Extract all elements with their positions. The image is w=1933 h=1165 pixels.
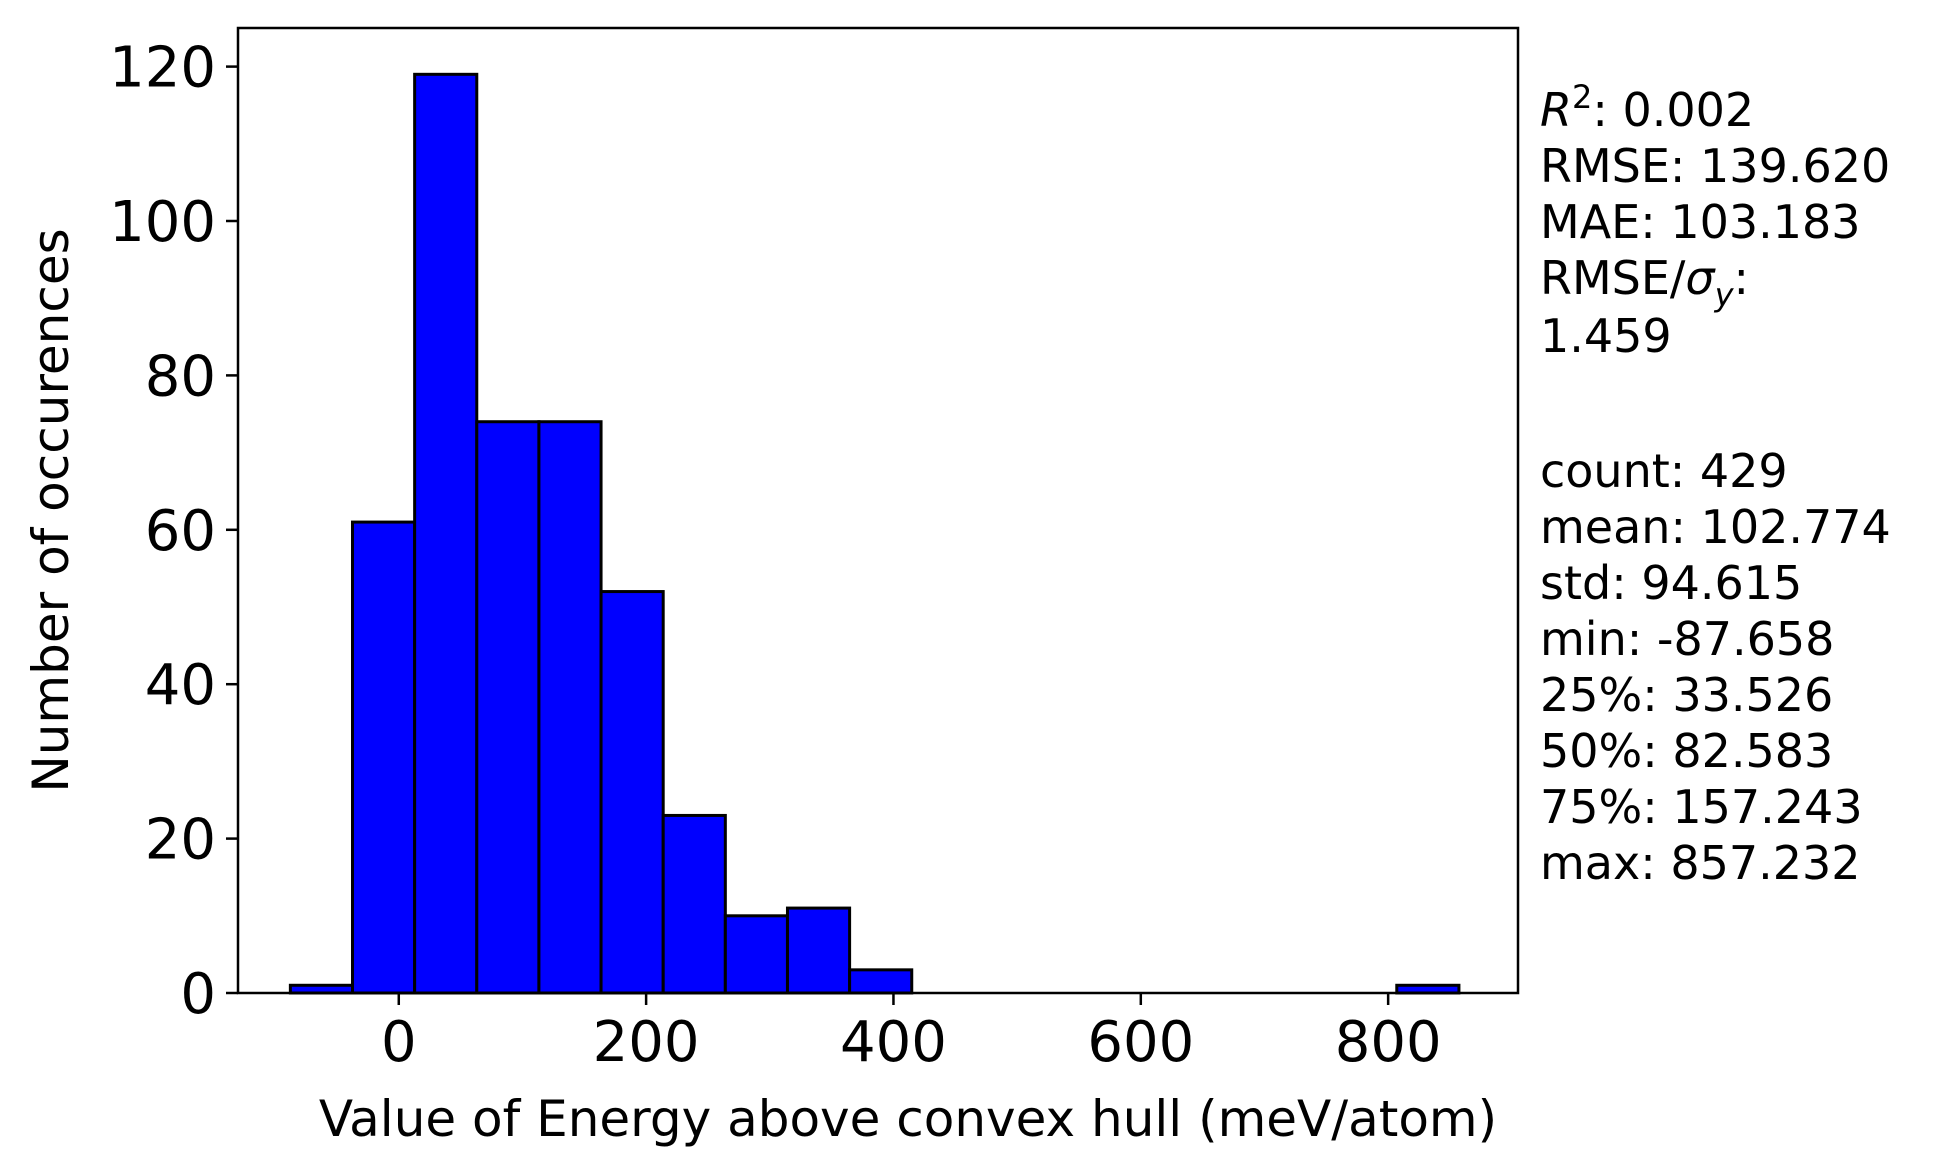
metric-line: R2: 0.002 — [1540, 78, 1754, 137]
x-tick-label: 800 — [1335, 1010, 1442, 1075]
y-tick-label: 60 — [145, 499, 216, 564]
y-tick-label: 80 — [145, 344, 216, 409]
plot-frame — [236, 26, 1520, 995]
stat-line: min: -87.658 — [1540, 612, 1834, 666]
metric-line: RMSE/σy: — [1540, 251, 1749, 314]
histogram-bar-9 — [848, 968, 914, 995]
histogram-bar-8 — [785, 906, 852, 995]
y-tick-label: 120 — [109, 36, 216, 101]
y-axis-label: Number of occurences — [22, 228, 80, 792]
x-tick-label: 600 — [1087, 1010, 1194, 1075]
y-axis-ticks: 0 20 40 60 80 100 120 — [109, 36, 238, 1027]
x-axis-label: Value of Energy above convex hull (meV/a… — [319, 1090, 1497, 1148]
histogram-bars — [288, 72, 1461, 995]
y-tick-label: 0 — [180, 962, 216, 1027]
y-tick-label: 20 — [145, 808, 216, 873]
stat-line: std: 94.615 — [1540, 556, 1802, 610]
histogram-bar-1 — [351, 520, 417, 995]
metric-line: RMSE: 139.620 — [1540, 139, 1890, 193]
stat-line: 25%: 33.526 — [1540, 668, 1833, 722]
x-tick-label: 400 — [840, 1010, 947, 1075]
metric-line: 1.459 — [1540, 309, 1672, 363]
histogram-bar-3 — [475, 420, 541, 995]
stat-line: mean: 102.774 — [1540, 500, 1891, 554]
metric-line: MAE: 103.183 — [1540, 195, 1861, 249]
y-tick-label: 40 — [145, 653, 216, 718]
histogram-bar-7 — [723, 914, 789, 995]
x-tick-label: 0 — [381, 1010, 417, 1075]
histogram-bar-4 — [537, 420, 603, 995]
x-tick-label: 200 — [593, 1010, 700, 1075]
stat-line: max: 857.232 — [1540, 836, 1861, 890]
histogram-bar-5 — [599, 590, 665, 995]
stat-line: count: 429 — [1540, 444, 1788, 498]
stat-line: 75%: 157.243 — [1540, 780, 1863, 834]
histogram-bar-6 — [661, 813, 727, 995]
histogram-bar-2 — [413, 72, 479, 995]
y-tick-label: 100 — [109, 190, 216, 255]
stat-line: 50%: 82.583 — [1540, 724, 1833, 778]
x-axis-ticks: 0 200 400 600 800 — [381, 993, 1442, 1075]
